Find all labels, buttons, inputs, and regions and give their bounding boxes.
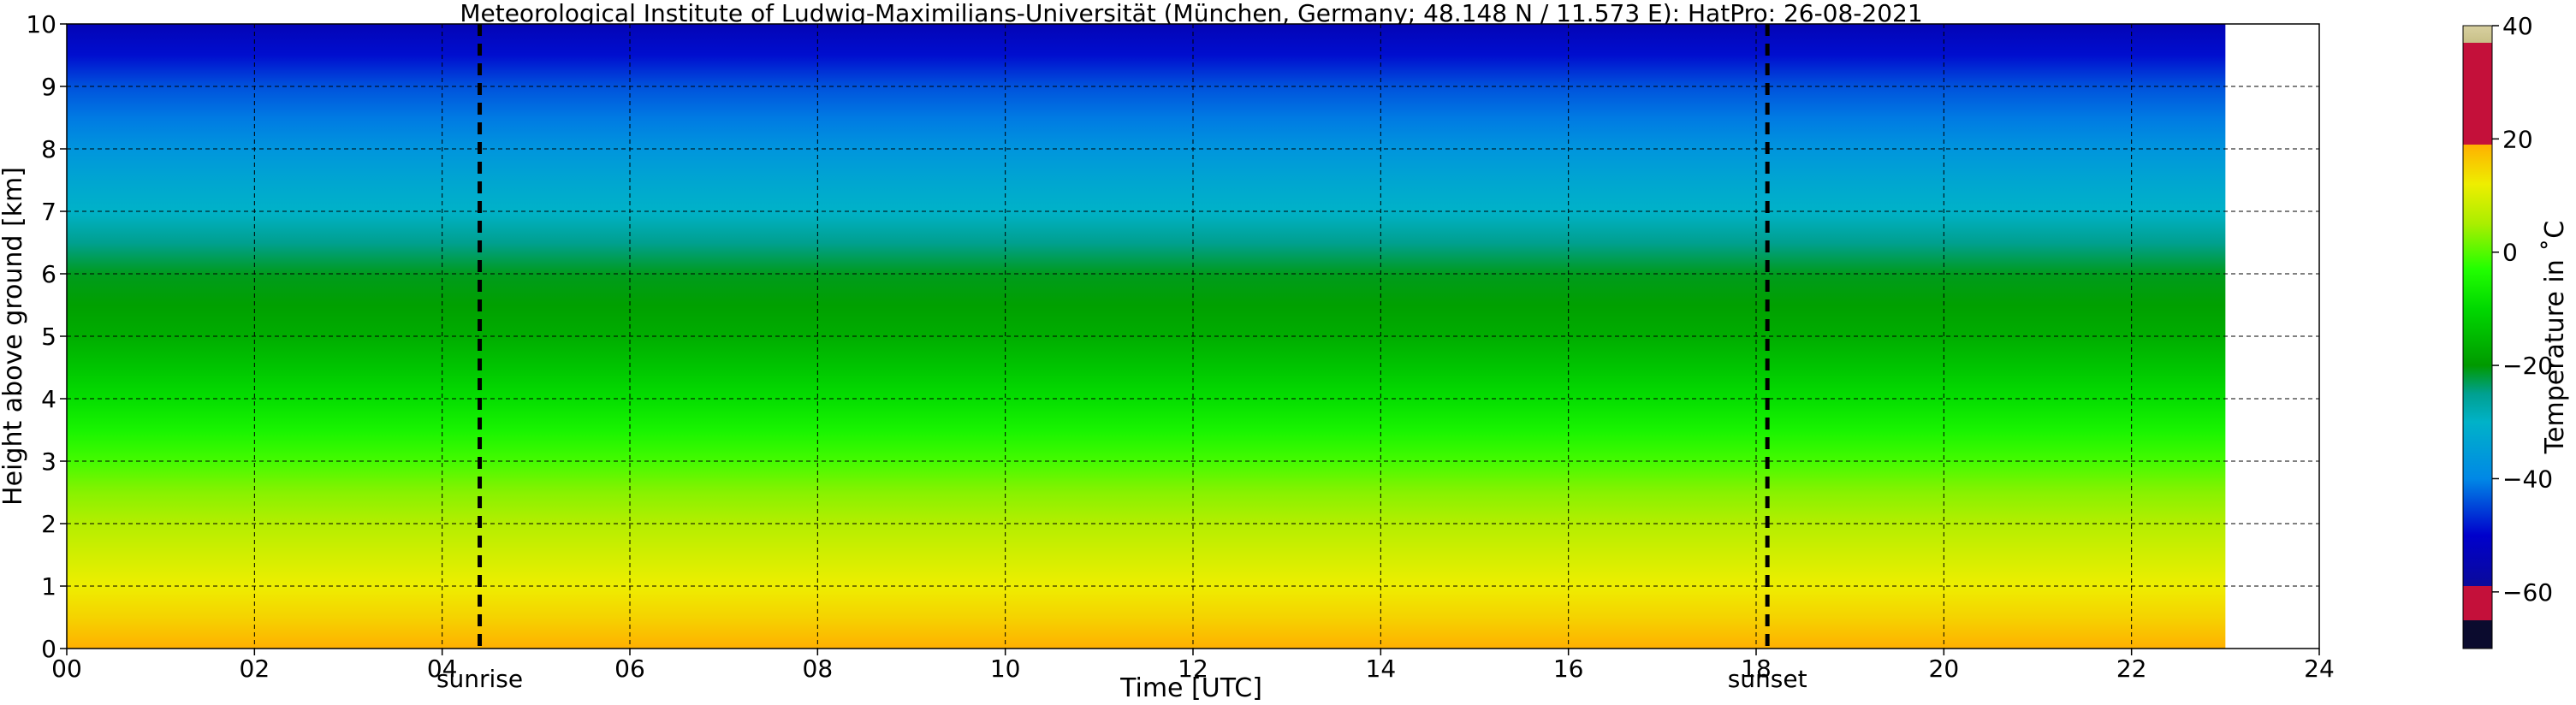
- x-tick-label: 02: [240, 655, 270, 683]
- colorbar-tick-label: 20: [2502, 125, 2533, 153]
- y-tick-label: 10: [26, 10, 56, 39]
- colorbar-tick-label: 0: [2502, 239, 2518, 267]
- colorbar-tick-label: −20: [2502, 352, 2553, 380]
- event-lines: sunrise sunset: [436, 24, 1807, 693]
- x-axis: 00 02 04 06 08 10 12 14 16 18 20 22 24: [51, 649, 2335, 683]
- colorbar-ticks: −60 −40 −20 0 20 40: [2492, 12, 2553, 607]
- colorbar: −60 −40 −20 0 20 40 Temperature in ˚C: [2462, 12, 2570, 649]
- y-tick-label: 4: [41, 385, 56, 413]
- colorbar-tick-label: −40: [2502, 465, 2553, 493]
- y-tick-label: 2: [41, 510, 56, 538]
- y-tick-label: 5: [41, 323, 56, 351]
- x-tick-label: 16: [1553, 655, 1584, 683]
- y-tick-label: 9: [41, 73, 56, 101]
- x-tick-label: 20: [1929, 655, 1960, 683]
- x-tick-label: 18: [1741, 655, 1772, 683]
- x-tick-label: 08: [803, 655, 834, 683]
- colorbar-tick-label: 40: [2502, 12, 2533, 40]
- y-tick-label: 3: [41, 447, 56, 476]
- y-tick-label: 8: [41, 135, 56, 163]
- colorbar-strip: [2462, 25, 2493, 649]
- sunset-label: sunset: [1728, 665, 1807, 693]
- y-tick-label: 7: [41, 198, 56, 226]
- y-tick-label: 1: [41, 572, 56, 601]
- x-tick-label: 24: [2304, 655, 2335, 683]
- x-tick-label: 04: [427, 655, 458, 683]
- chart-title: Meteorological Institute of Ludwig-Maxim…: [460, 0, 1922, 27]
- x-axis-label: Time [UTC]: [1119, 673, 1262, 703]
- x-tick-label: 06: [614, 655, 645, 683]
- y-tick-label: 0: [41, 635, 56, 663]
- y-tick-label: 6: [41, 260, 56, 288]
- y-axis: 0 1 2 3 4 5 6 7 8 9 10: [26, 10, 67, 663]
- x-tick-label: 10: [990, 655, 1021, 683]
- x-tick-label: 00: [51, 655, 82, 683]
- x-tick-label: 12: [1178, 655, 1208, 683]
- x-tick-label: 14: [1366, 655, 1397, 683]
- y-axis-label: Height above ground [km]: [0, 167, 28, 506]
- colorbar-tick-label: −60: [2502, 578, 2553, 607]
- sunrise-label: sunrise: [436, 665, 523, 693]
- x-tick-label: 22: [2116, 655, 2147, 683]
- colorbar-label: Temperature in ˚C: [2540, 221, 2570, 454]
